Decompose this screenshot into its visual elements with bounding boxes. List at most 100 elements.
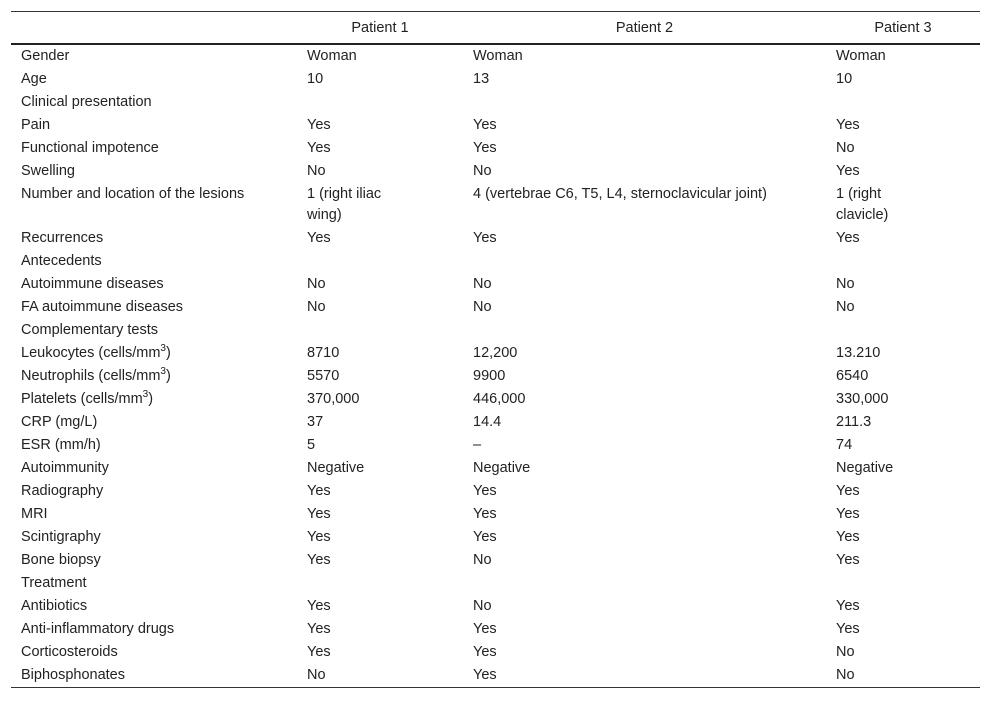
cell-value: 10: [836, 71, 853, 87]
row-label: Radiography: [21, 483, 104, 499]
row-label: Swelling: [21, 163, 75, 179]
cell-value: Yes: [307, 552, 331, 568]
cell-value: 14.4: [473, 414, 502, 430]
label-text: ): [165, 345, 171, 361]
table-row: FA autoimmune diseases No No No: [11, 296, 980, 319]
cell-value: No: [307, 299, 326, 315]
table-cell: [826, 572, 980, 595]
table-cell: 446,000: [463, 388, 826, 411]
table-cell: Age: [11, 68, 297, 91]
table-cell: No: [463, 160, 826, 183]
table-cell: Yes: [297, 549, 463, 572]
table-cell: Yes: [463, 227, 826, 250]
cell-value: 13.210: [836, 345, 881, 361]
table-cell: [297, 319, 463, 342]
header-cell: Patient 2: [463, 11, 826, 45]
table-cell: Yes: [826, 114, 980, 137]
table-cell: No: [826, 296, 980, 319]
table-cell: Yes: [463, 480, 826, 503]
cell-value: Negative: [836, 460, 894, 476]
table-row: Bone biopsy Yes No Yes: [11, 549, 980, 572]
table-cell: Yes: [826, 503, 980, 526]
row-label: Number and location of the lesions: [21, 186, 245, 202]
table-cell: Autoimmune diseases: [11, 273, 297, 296]
table-cell: Gender: [11, 44, 297, 68]
table-cell: Corticosteroids: [11, 641, 297, 664]
cell-value: 211.3: [836, 414, 872, 430]
table-row: Anti-inflammatory drugs Yes Yes Yes: [11, 618, 980, 641]
cell-value: Yes: [473, 230, 497, 246]
table-row: Gender Woman Woman Woman: [11, 44, 980, 68]
table-cell: Platelets (cells/mm3): [11, 388, 297, 411]
table-cell: –: [463, 434, 826, 457]
table-cell: [826, 319, 980, 342]
table-cell: Complementary tests: [11, 319, 297, 342]
header-cell: Patient 1: [297, 11, 463, 45]
cell-value: No: [473, 552, 492, 568]
data-table: Patient 1 Patient 2 Patient 3 Gender Woma…: [11, 11, 980, 688]
cell-value: Woman: [836, 48, 886, 64]
row-label: Autoimmunity: [21, 460, 109, 476]
cell-value: No: [473, 276, 492, 292]
table-cell: No: [463, 273, 826, 296]
cell-value: Yes: [307, 230, 331, 246]
table-cell: Treatment: [11, 572, 297, 595]
table-row: Corticosteroids Yes Yes No: [11, 641, 980, 664]
table-cell: Yes: [463, 618, 826, 641]
header-cell: Patient 3: [826, 11, 980, 45]
cell-value: Woman: [307, 48, 357, 64]
table-row: Swelling No No Yes: [11, 160, 980, 183]
table-cell: Yes: [297, 526, 463, 549]
table-cell: [297, 91, 463, 114]
table-cell: No: [297, 664, 463, 688]
cell-value: Yes: [836, 621, 860, 637]
table-cell: No: [297, 273, 463, 296]
table-cell: No: [826, 641, 980, 664]
table-cell: 37: [297, 411, 463, 434]
row-label: Bone biopsy: [21, 552, 101, 568]
table-cell: 13.210: [826, 342, 980, 365]
table-row: Autoimmune diseases No No No: [11, 273, 980, 296]
cell-value: No: [836, 140, 855, 156]
table-cell: ESR (mm/h): [11, 434, 297, 457]
cell-value: 10: [307, 71, 324, 87]
table-row: Autoimmunity Negative Negative Negative: [11, 457, 980, 480]
table-cell: 330,000: [826, 388, 980, 411]
row-label: Scintigraphy: [21, 529, 101, 545]
cell-value: Yes: [307, 598, 331, 614]
table-row: Antecedents: [11, 250, 980, 273]
table-cell: Yes: [463, 503, 826, 526]
cell-value: No: [473, 598, 492, 614]
row-label: ESR (mm/h): [21, 437, 101, 453]
cell-value: 330,000: [836, 391, 889, 407]
table-cell: [826, 91, 980, 114]
table-cell: Yes: [297, 480, 463, 503]
cell-value: Yes: [473, 117, 497, 133]
table-cell: Leukocytes (cells/mm3): [11, 342, 297, 365]
cell-value: 8710: [307, 345, 340, 361]
table-cell: Number and location of the lesions: [11, 183, 297, 227]
table-cell: Swelling: [11, 160, 297, 183]
cell-value: Negative: [473, 460, 531, 476]
label-text: ): [148, 391, 154, 407]
table-cell: No: [826, 137, 980, 160]
table-cell: Functional impotence: [11, 137, 297, 160]
row-label: Leukocytes (cells/mm3): [21, 343, 171, 364]
table-row: Radiography Yes Yes Yes: [11, 480, 980, 503]
table-cell: [297, 250, 463, 273]
cell-value: –: [473, 437, 482, 453]
table-cell: [297, 572, 463, 595]
table-cell: Yes: [463, 137, 826, 160]
table-cell: Bone biopsy: [11, 549, 297, 572]
table-cell: Biphosphonates: [11, 664, 297, 688]
table-cell: 5570: [297, 365, 463, 388]
label-text: Leukocytes (cells/mm: [21, 345, 161, 361]
cell-value: 9900: [473, 368, 506, 384]
table-cell: [463, 572, 826, 595]
cell-value: 370,000: [307, 391, 360, 407]
table-cell: Antibiotics: [11, 595, 297, 618]
row-label: CRP (mg/L): [21, 414, 98, 430]
table-cell: Yes: [463, 641, 826, 664]
cell-value: Yes: [473, 621, 497, 637]
